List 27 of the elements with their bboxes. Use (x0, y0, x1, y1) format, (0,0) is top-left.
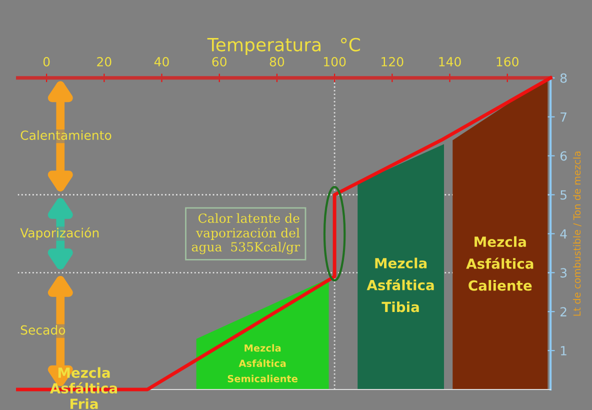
x-tick-label: 60 (212, 56, 226, 66)
x-tick-label: 20 (97, 56, 112, 66)
annotation: Secado (20, 325, 66, 335)
x-tick-label: 120 (382, 56, 404, 66)
y-tick-label: 8 (560, 73, 567, 83)
annotation: Vaporización (20, 227, 99, 240)
y-tick-label: 3 (560, 268, 567, 278)
x-tick-label: 40 (154, 56, 169, 66)
x-axis-title: Temperatura °C (207, 38, 360, 55)
y-tick-label: 1 (560, 346, 566, 356)
annotation: Calor latente de vaporización del agua 535Kcal/gr (192, 213, 300, 254)
x-tick-label: 0 (43, 56, 50, 66)
y-tick-label: 4 (560, 229, 567, 238)
y-axis-title: Lt de combustible / Ton de mezcla (573, 152, 582, 316)
x-tick-label: 160 (496, 56, 518, 66)
annotation: Calentamiento (20, 130, 112, 140)
x-tick-label: 140 (439, 56, 461, 66)
y-tick-label: 5 (560, 190, 566, 200)
series-label: Mezcla Asfáltica Tibia (366, 258, 434, 312)
series-label: Mezcla Asfáltica Semicaliente (228, 344, 298, 382)
y-tick-label: 6 (560, 151, 567, 161)
line-series (16, 76, 552, 392)
y-tick-label: 2 (560, 307, 566, 316)
x-tick-label: 80 (270, 56, 284, 66)
y-tick-label: 7 (560, 112, 566, 122)
series-label: Mezcla Asfáltica Caliente (466, 236, 534, 291)
x-tick-label: 100 (324, 56, 346, 66)
